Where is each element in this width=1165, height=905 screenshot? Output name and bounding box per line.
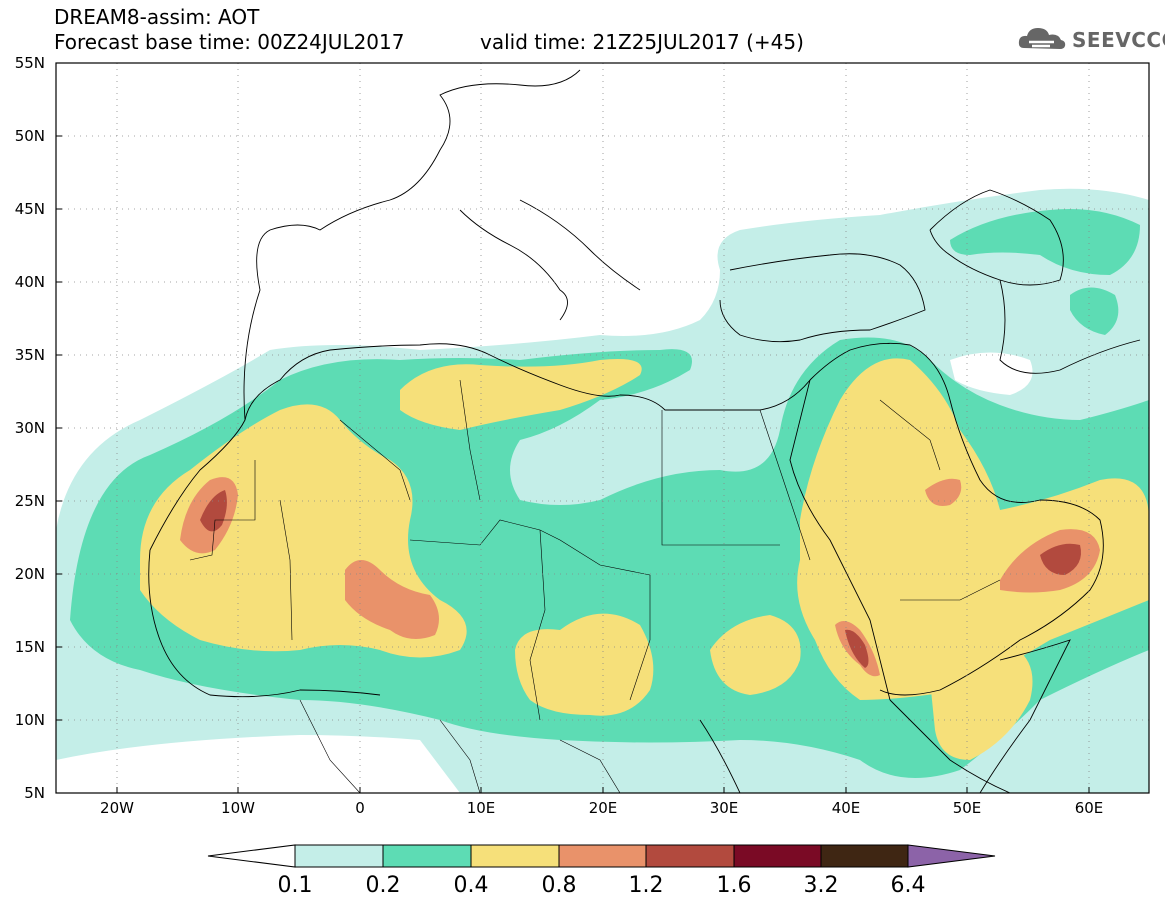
colorbar-over-arrow	[907, 844, 996, 868]
lon-label: 20E	[588, 799, 618, 817]
colorbar-label: 0.2	[365, 873, 401, 898]
lat-label: 10N	[14, 711, 45, 729]
colorbar-label: 6.4	[890, 873, 926, 898]
seevccc-logo: SEEVCCC	[1016, 20, 1165, 60]
lat-label: 45N	[14, 200, 45, 218]
forecast-base-time: Forecast base time: 00Z24JUL2017	[54, 30, 405, 54]
lat-label: 5N	[24, 784, 45, 802]
colorbar	[207, 844, 996, 868]
aot-level-0.8-iraq	[925, 478, 962, 506]
aot-level-1.2-mauritania	[200, 490, 227, 532]
lat-label: 50N	[14, 127, 45, 145]
aot-level-0.1-sahel-hole	[56, 735, 460, 793]
colorbar-label: 1.2	[628, 873, 664, 898]
colorbar-label: 3.2	[803, 873, 839, 898]
aot-level-0.4-sudan	[710, 615, 801, 695]
lon-label: 0	[355, 799, 365, 817]
colorbar-bin-0.4-0.8	[470, 844, 560, 868]
aot-level-1.2-oman	[1040, 543, 1081, 575]
colorbar-bin-3.2-6.4	[820, 844, 909, 868]
valid-time: valid time: 21Z25JUL2017 (+45)	[480, 30, 804, 54]
colorbar-label: 0.4	[453, 873, 489, 898]
logo-text: SEEVCCC	[1072, 28, 1165, 52]
aot-level-0.1-east-hole	[950, 352, 1033, 395]
aot-level-0.2-north-patch	[950, 209, 1140, 275]
tick-marks	[56, 135, 1090, 793]
colorbar-bin-0.8-1.2	[558, 844, 647, 868]
lat-label: 40N	[14, 273, 45, 291]
lat-label: 20N	[14, 565, 45, 583]
lat-label: 15N	[14, 638, 45, 656]
lon-label: 10W	[221, 799, 255, 817]
lon-label: 40E	[831, 799, 861, 817]
lon-label: 60E	[1074, 799, 1104, 817]
aot-level-0.4-horn	[930, 645, 1033, 760]
aot-level-0.4-libya	[400, 359, 642, 430]
gridlines	[56, 63, 1149, 793]
lat-label: 30N	[14, 419, 45, 437]
aot-level-1.2-redsea	[845, 629, 869, 668]
lat-label: 25N	[14, 492, 45, 510]
aot-level-0.8-mali	[345, 560, 439, 639]
cloud-icon	[1018, 28, 1066, 49]
lat-label: 55N	[14, 54, 45, 72]
colorbar-bin-1.2-1.6	[645, 844, 735, 868]
colorbar-label: 0.8	[541, 873, 577, 898]
country-borders	[189, 379, 1001, 793]
lat-label: 35N	[14, 346, 45, 364]
map-title: DREAM8-assim: AOT	[54, 5, 260, 29]
lon-label: 20W	[100, 799, 134, 817]
coastlines	[148, 69, 1141, 793]
colorbar-label: 1.6	[716, 873, 752, 898]
aot-level-0.2-caspian-patch	[1070, 287, 1119, 335]
colorbar-bin-0.1-0.2	[294, 844, 384, 868]
colorbar-label: 0.1	[277, 873, 313, 898]
colorbar-under-arrow	[207, 844, 296, 868]
lon-label: 30E	[709, 799, 739, 817]
aot-field	[56, 63, 1149, 793]
lon-label: 50E	[952, 799, 982, 817]
colorbar-bin-0.2-0.4	[382, 844, 472, 868]
aot-level-0.4-chad	[515, 613, 654, 716]
lon-label: 10E	[466, 799, 496, 817]
colorbar-bin-1.6-3.2	[733, 844, 822, 868]
